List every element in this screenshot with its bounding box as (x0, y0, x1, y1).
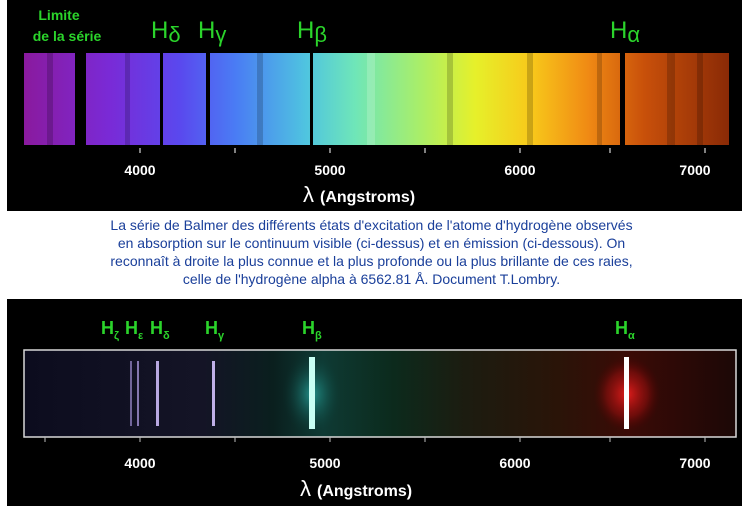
bottom-tick-6000: 6000 (499, 455, 530, 471)
emission-line-h-beta (309, 357, 315, 429)
emission-line-h-alpha (624, 357, 629, 429)
emission-line-h-delta (156, 361, 159, 426)
top-tick-4000: 4000 (124, 162, 155, 178)
emission-spectrum-figure: Hζ Hε Hδ Hγ Hβ Hα (23, 318, 737, 501)
absorption-spectrum-figure: Limite de la série Hδ Hγ Hβ Hα (24, 7, 729, 207)
emission-line-h-zeta (130, 361, 132, 426)
spectrum-banding (47, 53, 703, 145)
bottom-axis-ticks (44, 437, 706, 442)
top-tick-5000: 5000 (314, 162, 345, 178)
top-tick-7000: 7000 (679, 162, 710, 178)
h-gamma-emission-label: Hγ (205, 318, 225, 342)
bottom-axis-label: λ (Angstroms) (300, 476, 412, 501)
h-delta-emission-label: Hδ (150, 318, 170, 342)
h-epsilon-label: Hε (125, 318, 144, 342)
series-limit-label-line1: Limite (38, 7, 79, 23)
absorption-line-h-alpha (620, 53, 625, 145)
h-alpha-emission-label: Hα (615, 318, 635, 342)
h-zeta-label: Hζ (101, 318, 119, 342)
emission-spectrum-panel: Hζ Hε Hδ Hγ Hβ Hα (7, 299, 742, 506)
caption-line-3: reconnaît à droite la plus connue et la … (110, 253, 633, 269)
h-beta-label: Hβ (297, 17, 327, 47)
emission-line-h-gamma (212, 361, 215, 426)
emission-line-h-epsilon (137, 361, 139, 426)
continuum-spectrum-band (24, 53, 729, 145)
absorption-line-h-beta (310, 53, 313, 145)
series-limit-gap (75, 53, 86, 145)
caption-line-4: celle de l'hydrogène alpha à 6562.81 Å. … (182, 271, 561, 287)
absorption-line-h-delta (160, 53, 163, 145)
h-alpha-label: Hα (610, 17, 640, 47)
caption: La série de Balmer des différents états … (0, 211, 743, 299)
bottom-tick-7000: 7000 (679, 455, 710, 471)
caption-line-2: en absorption sur le continuum visible (… (117, 235, 626, 251)
h-gamma-label: Hγ (198, 17, 226, 47)
absorption-spectrum-panel: Limite de la série Hδ Hγ Hβ Hα (7, 0, 742, 211)
bottom-tick-5000: 5000 (309, 455, 340, 471)
top-axis-ticks (139, 148, 706, 153)
bottom-tick-4000: 4000 (124, 455, 155, 471)
series-limit-label-line2: de la série (33, 28, 102, 44)
top-tick-6000: 6000 (504, 162, 535, 178)
absorption-line-h-gamma (206, 53, 210, 145)
top-axis-label: λ (Angstroms) (303, 182, 415, 207)
h-delta-label: Hδ (151, 17, 181, 47)
h-beta-emission-label: Hβ (302, 318, 322, 342)
caption-line-1: La série de Balmer des différents états … (110, 217, 633, 233)
